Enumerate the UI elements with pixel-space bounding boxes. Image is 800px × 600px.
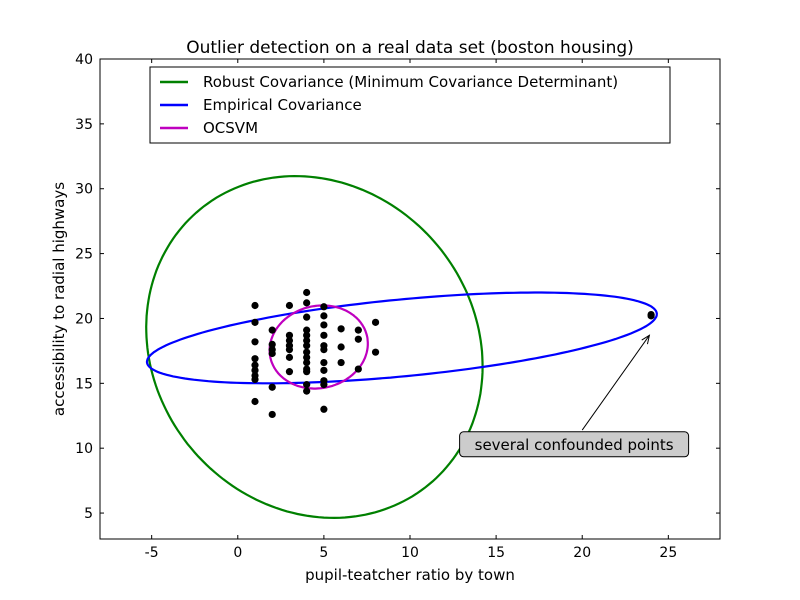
data-point [320,345,328,354]
data-point [303,326,311,334]
data-point [285,345,294,354]
y-tick-label: 10 [75,441,93,457]
data-point [268,410,276,419]
data-point [303,387,311,395]
data-point [303,331,311,339]
data-point [303,368,311,376]
data-point [320,358,328,367]
data-point [320,321,328,329]
y-tick-label: 40 [75,52,93,68]
data-point [371,318,380,326]
legend-box [149,66,671,144]
annotation-arrow [581,335,650,431]
data-point [268,326,276,334]
data-point [251,375,259,384]
data-point [303,288,311,297]
x-axis-label: pupil-teatcher ratio by town [305,566,515,584]
data-point [354,326,362,334]
data-point [268,383,276,391]
annotation-box [459,431,690,458]
legend-label: Empirical Covariance [203,96,362,114]
data-point [371,348,380,356]
data-point [251,318,259,326]
y-tick-label: 25 [75,247,93,263]
data-point [354,365,362,373]
data-point [303,348,311,356]
y-axis-label: accessibility to radial highways [50,182,68,416]
data-point [303,336,311,345]
data-point [303,299,311,307]
data-point [320,303,328,311]
data-point [337,358,345,367]
data-point [268,340,276,349]
data-point [320,331,328,339]
data-point [337,325,345,333]
data-point [320,381,328,389]
data-point [251,355,259,363]
data-point [285,336,294,345]
chart-title: Outlier detection on a real data set (bo… [186,38,634,58]
data-point [251,361,259,369]
y-tick-label: 20 [75,311,93,327]
legend-label: Robust Covariance (Minimum Covariance De… [203,73,618,91]
data-point [285,353,294,361]
data-point [354,335,362,343]
x-tick-label: 25 [659,545,677,561]
annotation-text: several confounded points [475,436,674,454]
data-point [285,301,294,310]
data-point [285,368,294,376]
x-tick-label: 15 [487,545,505,561]
data-point [303,358,311,367]
arrow-head-icon [641,334,651,345]
y-tick-label: 15 [75,376,93,392]
data-point [320,312,328,320]
data-point [320,405,328,413]
data-point [251,338,259,346]
data-point [251,397,259,406]
legend-label: OCSVM [203,119,258,137]
ellipse-empirical-covariance [145,291,658,385]
x-tick-label: 5 [319,545,328,561]
data-point [251,301,259,310]
data-point [303,342,311,350]
data-point [320,366,328,374]
x-tick-label: 0 [233,545,242,561]
y-tick-label: 35 [75,117,93,133]
ellipse-robust-covariance [145,174,484,520]
data-point [647,310,655,319]
data-point [251,366,259,374]
data-point [285,331,294,339]
x-tick-label: 10 [401,545,419,561]
data-point [337,343,345,351]
legend: Robust Covariance (Minimum Covariance De… [149,66,671,144]
y-tick-label: 30 [75,182,93,198]
data-point [268,349,276,358]
x-tick-label: 20 [573,545,591,561]
data-point [303,353,311,361]
data-point [303,381,311,389]
x-tick-label: -5 [145,545,159,561]
data-point [303,313,311,321]
y-tick-label: 5 [84,506,93,522]
